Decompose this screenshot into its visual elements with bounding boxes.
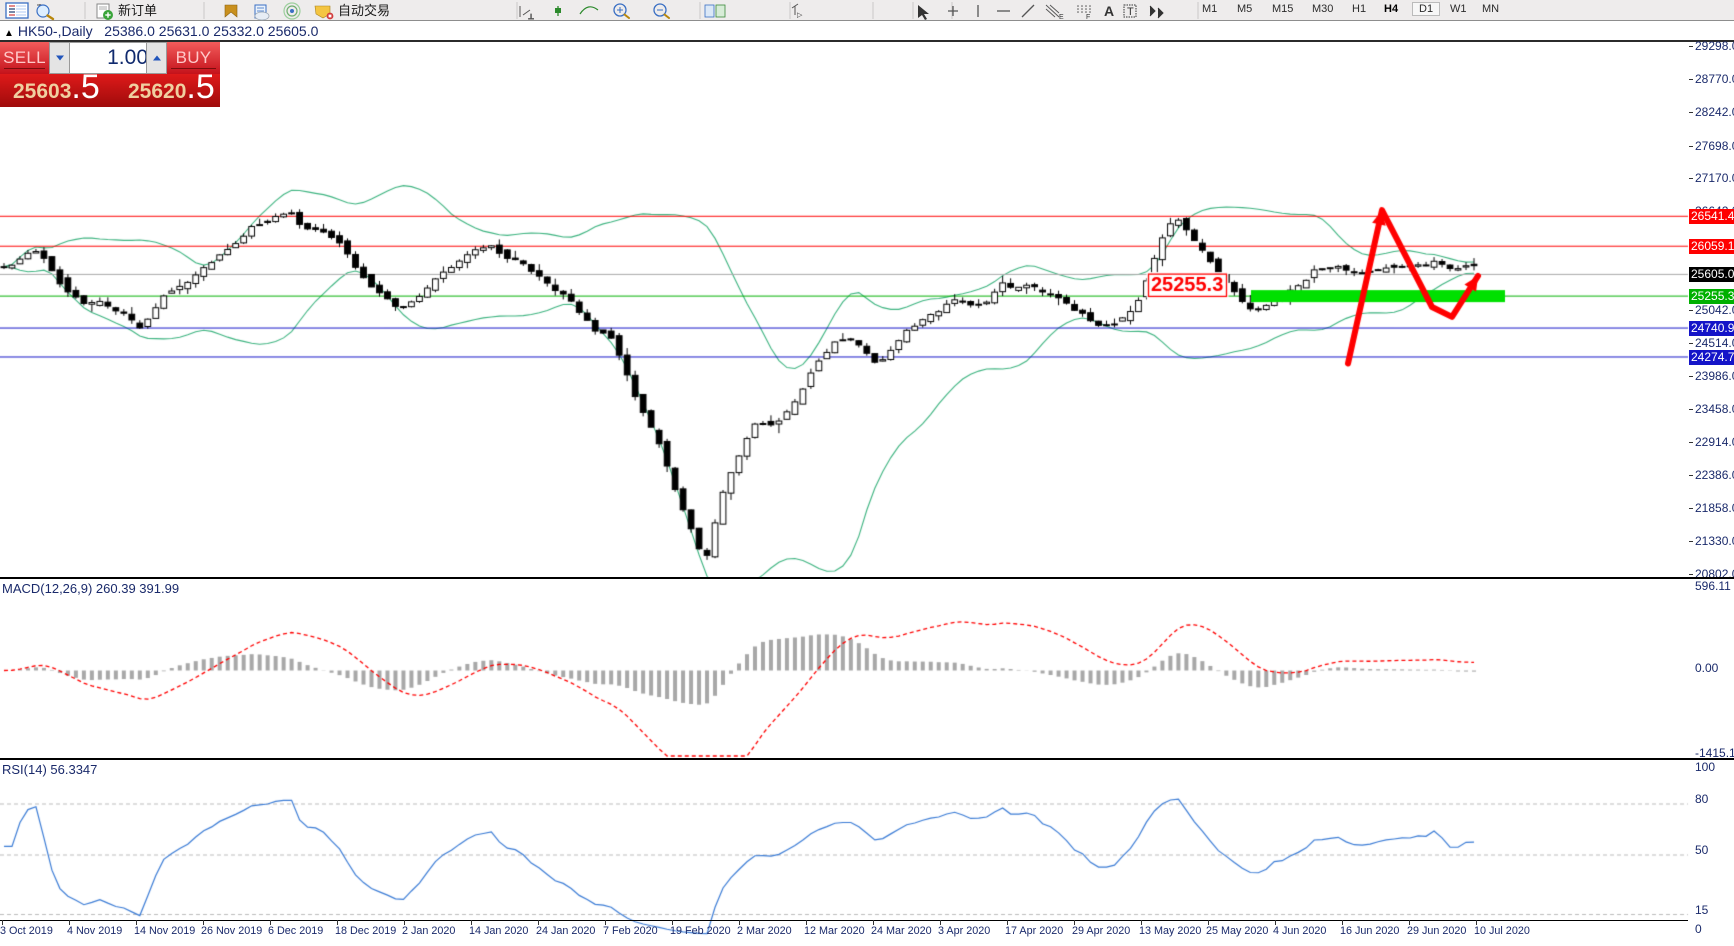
svg-text:▷: ▷ — [797, 12, 803, 19]
svg-text:自动交易: 自动交易 — [338, 3, 390, 18]
svg-text:T: T — [1127, 6, 1134, 18]
svg-text:F: F — [1086, 14, 1090, 21]
svg-text:E: E — [1059, 14, 1064, 21]
svg-text:新订单: 新订单 — [118, 3, 157, 18]
svg-text:⊥: ⊥ — [528, 14, 534, 21]
svg-text:A: A — [1104, 3, 1114, 19]
